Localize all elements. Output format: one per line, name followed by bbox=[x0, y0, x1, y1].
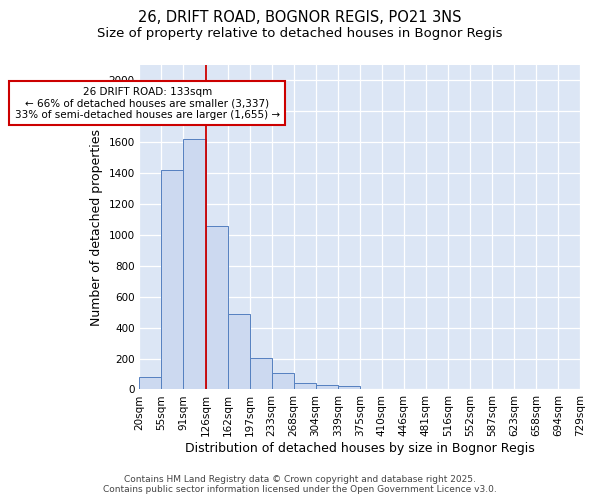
Bar bbox=[206, 226, 227, 390]
Text: Contains HM Land Registry data © Crown copyright and database right 2025.
Contai: Contains HM Land Registry data © Crown c… bbox=[103, 474, 497, 494]
Bar bbox=[184, 139, 206, 390]
Bar bbox=[338, 386, 360, 390]
Bar bbox=[293, 384, 316, 390]
Text: 26, DRIFT ROAD, BOGNOR REGIS, PO21 3NS: 26, DRIFT ROAD, BOGNOR REGIS, PO21 3NS bbox=[138, 10, 462, 25]
Bar bbox=[139, 377, 161, 390]
X-axis label: Distribution of detached houses by size in Bognor Regis: Distribution of detached houses by size … bbox=[185, 442, 535, 455]
Bar bbox=[316, 385, 338, 390]
Text: 26 DRIFT ROAD: 133sqm
← 66% of detached houses are smaller (3,337)
33% of semi-d: 26 DRIFT ROAD: 133sqm ← 66% of detached … bbox=[14, 86, 280, 120]
Text: Size of property relative to detached houses in Bognor Regis: Size of property relative to detached ho… bbox=[97, 28, 503, 40]
Y-axis label: Number of detached properties: Number of detached properties bbox=[90, 128, 103, 326]
Bar bbox=[227, 314, 250, 390]
Bar bbox=[272, 373, 293, 390]
Bar bbox=[250, 358, 272, 390]
Bar bbox=[161, 170, 184, 390]
